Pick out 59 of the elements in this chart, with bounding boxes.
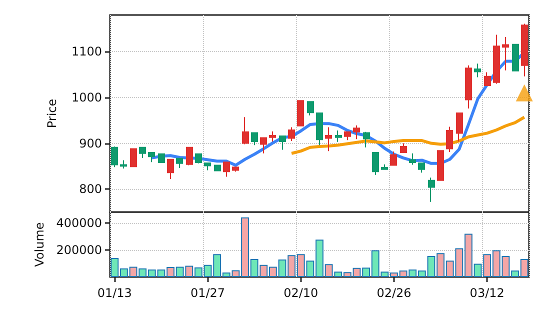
candlestick [474, 63, 481, 78]
candlestick [260, 136, 267, 154]
candlestick [363, 131, 370, 148]
candlestick [111, 146, 118, 168]
candlestick [353, 124, 360, 140]
candlestick [390, 151, 397, 166]
candlestick [325, 126, 332, 152]
candlestick [288, 126, 295, 142]
candlestick [251, 132, 258, 146]
y-tick-label: 200000 [56, 242, 102, 257]
x-tick-label: 01/27 [190, 286, 226, 300]
candlestick [512, 43, 519, 72]
candlestick [493, 34, 500, 84]
candlestick [158, 152, 165, 164]
candlestick [167, 158, 174, 180]
candlestick [139, 146, 146, 158]
candlestick [176, 157, 183, 169]
candlestick [465, 64, 472, 109]
candlestick [381, 164, 388, 170]
y-tick-label: 800 [79, 182, 102, 196]
candlestick [400, 142, 407, 154]
candlestick [446, 126, 453, 152]
candlestick [437, 150, 444, 182]
candlestick [130, 148, 137, 168]
candlestick [120, 160, 127, 169]
candlestick [279, 134, 286, 150]
x-tick-label: 01/13 [97, 286, 132, 300]
candlestick [372, 151, 379, 176]
candlestick [344, 130, 351, 141]
candlestick [307, 100, 314, 116]
candlestick [418, 162, 425, 174]
candlestick [521, 23, 528, 77]
line-series [290, 116, 526, 155]
candlestick [269, 130, 276, 142]
y-tick-label: 1100 [71, 44, 102, 59]
y-tick-label: 1000 [71, 90, 102, 104]
candlestick [232, 166, 239, 172]
candlestick [214, 164, 221, 172]
x-tick-label: 03/12 [470, 286, 504, 300]
y-axis-title: Price [45, 98, 59, 128]
x-tick-label: 02/10 [284, 286, 318, 300]
candlestick [186, 146, 193, 166]
candlestick [335, 130, 342, 142]
candlestick [195, 152, 202, 164]
candlestick [148, 151, 155, 163]
x-tick-label: 02/26 [376, 286, 412, 300]
candlestick [223, 161, 230, 178]
candlestick [204, 162, 211, 171]
candlestick [297, 100, 304, 127]
candlestick [428, 177, 435, 202]
candlestick [409, 152, 416, 166]
candlestick [484, 72, 491, 87]
y-axis-title: Volume [32, 222, 46, 267]
candlestick [502, 36, 509, 71]
candlestick [242, 116, 249, 145]
y-tick-label: 900 [79, 136, 102, 150]
candlestick [456, 112, 463, 142]
y-tick-label: 400000 [56, 216, 102, 230]
candlestick [316, 112, 323, 146]
